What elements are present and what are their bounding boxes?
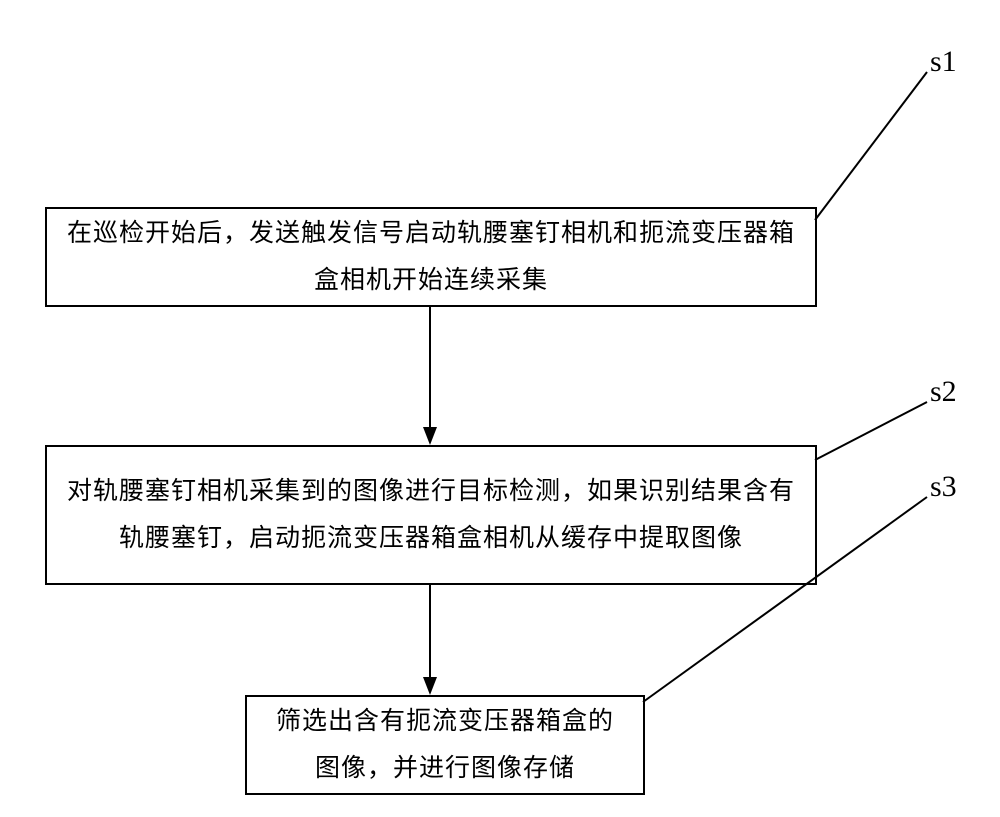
flow-step-s3-text: 筛选出含有扼流变压器箱盒的图像，并进行图像存储 xyxy=(265,698,625,793)
leader-line-s1 xyxy=(815,72,927,220)
flow-step-s3: 筛选出含有扼流变压器箱盒的图像，并进行图像存储 xyxy=(245,695,645,795)
step-label-s1: s1 xyxy=(930,45,957,79)
leader-line-s2 xyxy=(815,402,927,460)
step-label-s2: s2 xyxy=(930,375,957,409)
step-label-s3: s3 xyxy=(930,470,957,504)
flow-step-s2: 对轨腰塞钉相机采集到的图像进行目标检测，如果识别结果含有轨腰塞钉，启动扼流变压器… xyxy=(45,445,817,585)
arrow-s2-s3-head xyxy=(423,677,437,695)
flow-step-s1-text: 在巡检开始后，发送触发信号启动轨腰塞钉相机和扼流变压器箱盒相机开始连续采集 xyxy=(65,210,797,305)
arrow-s1-s2-head xyxy=(423,427,437,445)
flow-step-s2-text: 对轨腰塞钉相机采集到的图像进行目标检测，如果识别结果含有轨腰塞钉，启动扼流变压器… xyxy=(65,468,797,563)
flow-step-s1: 在巡检开始后，发送触发信号启动轨腰塞钉相机和扼流变压器箱盒相机开始连续采集 xyxy=(45,207,817,307)
